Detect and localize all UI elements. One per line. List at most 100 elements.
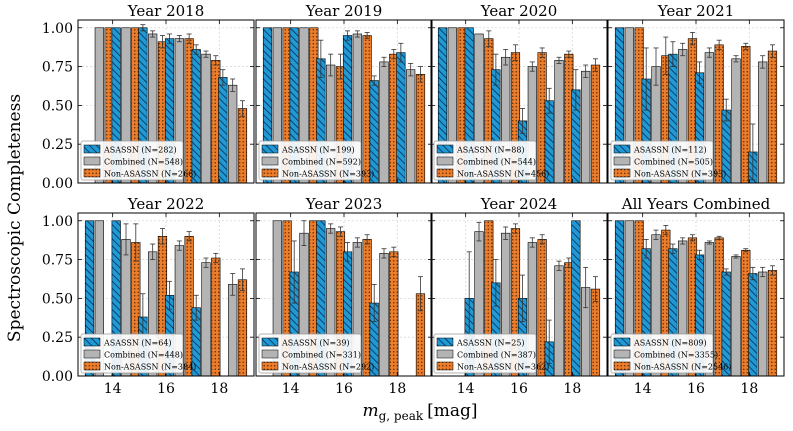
bar-non [389, 251, 399, 377]
legend-swatch-combined [83, 156, 101, 166]
legend-label: Combined (N=544) [457, 158, 536, 167]
bar-asassn [748, 273, 758, 377]
panel-title: Year 2019 [305, 2, 383, 20]
panel-title: Year 2018 [127, 2, 205, 20]
legend-label: Combined (N=548) [104, 158, 183, 167]
bar-asassn [571, 220, 581, 377]
legend-box [610, 140, 714, 181]
legend-label: Non-ASASSN (N=456) [457, 170, 549, 179]
legend-label: Combined (N=331) [282, 351, 361, 360]
bar-combined [228, 84, 238, 184]
legend-label: ASASSN (N=809) [633, 339, 707, 348]
legend-swatch-non [83, 361, 101, 371]
panel-title: All Years Combined [621, 195, 771, 213]
bar-non [237, 279, 248, 377]
bar-combined [554, 60, 564, 184]
x-tick-label: 16 [510, 381, 528, 397]
legend-label: ASASSN (N=199) [281, 146, 355, 155]
y-tick-label: 1.00 [42, 214, 73, 230]
legend-label: ASASSN (N=39) [281, 339, 350, 348]
bar-asassn [369, 80, 379, 184]
bar-combined [554, 265, 564, 377]
panel-3: Year 2021 ASASSN (N=112) Combined (N=505) N… [607, 2, 785, 184]
legend-box [80, 333, 184, 374]
legend-label: ASASSN (N=25) [456, 339, 525, 348]
legend-label: Non-ASASSN (N=393) [282, 170, 374, 179]
x-tick-label: 14 [104, 381, 122, 397]
legend-label: Combined (N=592) [282, 158, 361, 167]
y-tick-label: 1.00 [42, 21, 73, 37]
y-tick-label: 0.75 [42, 253, 73, 269]
x-axis-label-sub: g, peak [379, 409, 424, 423]
bar-combined [201, 53, 211, 184]
bar-combined [406, 69, 416, 184]
bar-non [211, 257, 221, 377]
bar-asassn [396, 52, 406, 184]
legend-swatch-combined [261, 349, 279, 359]
legend-swatch-combined [613, 349, 631, 359]
legend-swatch-combined [261, 156, 279, 166]
bar-non [590, 288, 601, 377]
x-tick-label: 18 [740, 381, 758, 397]
legend-label: Non-ASASSN (N=393) [634, 170, 726, 179]
x-tick-label: 18 [388, 381, 406, 397]
legend-label: Combined (N=387) [457, 351, 536, 360]
legend-swatch-combined [613, 156, 631, 166]
bar-combined [758, 61, 768, 184]
bar-non [767, 50, 778, 184]
bar-combined [228, 284, 238, 377]
panel-4: 0.00 0.25 0.50 0.75 1.00 14 16 18 Year 2022 ASASS… [42, 195, 255, 397]
panel-0: 0.00 0.25 0.50 0.75 1.00 Year 2018 ASASSN (N=2… [42, 2, 255, 192]
legend-label: Non-ASASSN (N=362) [457, 363, 549, 372]
bar-non [767, 270, 778, 377]
legend-label: Combined (N=448) [104, 351, 183, 360]
x-tick-label: 16 [335, 381, 353, 397]
x-tick-label: 14 [634, 381, 652, 397]
legend-label: ASASSN (N=88) [456, 146, 525, 155]
bar-asassn [218, 77, 228, 184]
panels-group: 0.00 0.25 0.50 0.75 1.00 Year 2018 ASASSN (N=2… [42, 2, 785, 397]
y-tick-label: 0.25 [42, 330, 73, 346]
legend-swatch-asassn [613, 144, 631, 154]
legend-box [433, 333, 537, 374]
panel-7: 14 16 18 All Years Combined ASASSN (N=809) Co… [607, 195, 785, 397]
legend-label: Non-ASASSN (N=2546) [634, 363, 731, 372]
x-axis-label: mg, peak [mag] [362, 401, 477, 423]
legend-swatch-combined [436, 156, 454, 166]
bar-asassn [191, 49, 201, 184]
bar-combined [731, 256, 741, 377]
x-axis-label-unit: [mag] [427, 401, 477, 421]
legend-label: Non-ASASSN (N=292) [282, 363, 374, 372]
y-tick-label: 0.25 [42, 137, 73, 153]
legend-swatch-non [83, 168, 101, 178]
x-tick-label: 16 [687, 381, 705, 397]
panel-title: Year 2021 [657, 2, 735, 20]
x-tick-label: 16 [157, 381, 175, 397]
legend-swatch-asassn [613, 337, 631, 347]
panel-title: Year 2022 [127, 195, 205, 213]
y-tick-label: 0.50 [42, 98, 73, 114]
legend-swatch-non [613, 361, 631, 371]
legend-box [610, 333, 714, 374]
legend-swatch-non [261, 361, 279, 371]
bar-non [415, 74, 426, 184]
panel-5: 14 16 18 Year 2023 ASASSN (N=39) Combined (N=… [255, 195, 433, 397]
bar-combined [379, 61, 389, 184]
legend-swatch-non [261, 168, 279, 178]
legend-swatch-non [613, 168, 631, 178]
legend-swatch-asassn [261, 144, 279, 154]
bar-non [590, 64, 601, 184]
legend-label: Combined (N=505) [634, 158, 713, 167]
bar-combined [731, 58, 741, 184]
legend-swatch-combined [436, 349, 454, 359]
legend-swatch-asassn [83, 144, 101, 154]
legend-swatch-combined [83, 349, 101, 359]
legend-swatch-non [436, 361, 454, 371]
panel-title: Year 2023 [305, 195, 383, 213]
legend-swatch-asassn [436, 337, 454, 347]
panel-title: Year 2020 [480, 2, 558, 20]
x-tick-label: 14 [282, 381, 300, 397]
panel-title: Year 2024 [480, 195, 558, 213]
legend-swatch-asassn [83, 337, 101, 347]
